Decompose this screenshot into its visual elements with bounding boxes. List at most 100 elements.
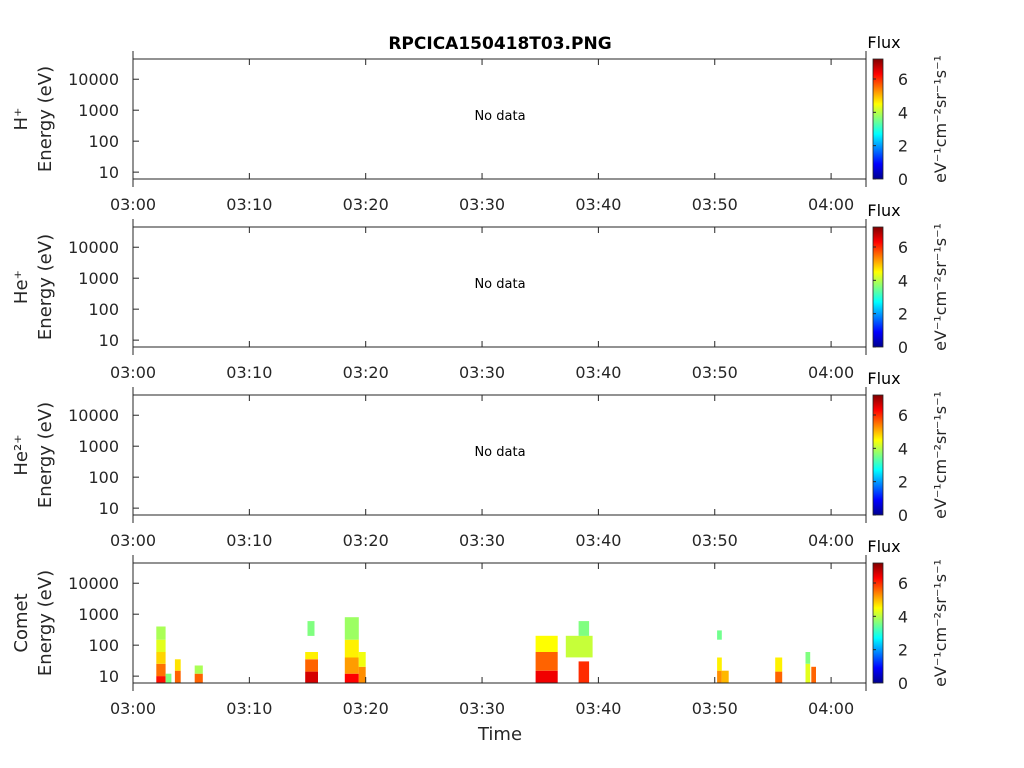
flux-cell	[805, 663, 811, 683]
x-tick-label: 03:40	[575, 363, 621, 382]
colorbar-title: Flux	[867, 201, 900, 220]
y-axis-label: Energy (eV)	[35, 570, 56, 676]
colorbar-units: eV⁻¹cm⁻²sr⁻¹s⁻¹	[931, 391, 950, 519]
colorbar-units: eV⁻¹cm⁻²sr⁻¹s⁻¹	[931, 223, 950, 351]
x-tick-label: 03:00	[110, 363, 156, 382]
y-tick-label: 100	[88, 468, 119, 487]
flux-cell	[156, 626, 166, 640]
colorbar-title: Flux	[867, 369, 900, 388]
flux-cell	[156, 652, 166, 664]
y-tick-label: 10000	[68, 406, 119, 425]
x-tick-label: 03:20	[343, 699, 389, 718]
flux-cell	[775, 671, 783, 683]
x-tick-label: 04:00	[808, 363, 854, 382]
colorbar-tick-label: 2	[898, 473, 908, 492]
flux-cell	[811, 666, 816, 683]
y-axis-label: Energy (eV)	[35, 66, 56, 172]
y-tick-label: 10000	[68, 70, 119, 89]
x-tick-label: 03:20	[343, 195, 389, 214]
colorbar	[872, 394, 884, 516]
flux-cell	[174, 659, 181, 671]
flux-cell	[535, 670, 558, 683]
flux-cell	[717, 657, 722, 671]
x-tick-label: 03:40	[575, 195, 621, 214]
panel-1: 03:00 03:10 03:20 03:30 03:40 03:50 04:00 10 100…	[11, 201, 950, 382]
species-label: He⁺	[11, 270, 32, 304]
colorbar	[872, 562, 884, 684]
colorbar-tick-label: 0	[898, 506, 908, 525]
y-tick-label: 10	[99, 163, 119, 182]
x-tick-label: 03:00	[110, 195, 156, 214]
panels: 03:00 03:10 03:20 03:30 03:40 03:50 04:0010100…	[11, 33, 950, 718]
species-label: He²⁺	[11, 434, 32, 475]
x-tick-label: 04:00	[808, 699, 854, 718]
colorbar-tick-label: 6	[898, 238, 908, 257]
colorbar-units: eV⁻¹cm⁻²sr⁻¹s⁻¹	[931, 559, 950, 687]
panel-0: 03:00 03:10 03:20 03:30 03:40 03:50 04:00 10 100…	[11, 33, 950, 214]
colorbar-tick-label: 2	[898, 641, 908, 660]
no-data-message: No data	[474, 277, 525, 292]
species-label: Comet	[11, 593, 32, 652]
flux-cell	[721, 670, 729, 683]
colorbar-tick-label: 6	[898, 70, 908, 89]
colorbar-tick-label: 6	[898, 406, 908, 425]
flux-cell	[305, 659, 318, 672]
y-tick-label: 1000	[78, 605, 119, 624]
flux-cell	[156, 676, 166, 683]
flux-cell	[344, 639, 359, 658]
y-axis-label: Energy (eV)	[35, 234, 56, 340]
x-tick-label: 03:50	[692, 363, 738, 382]
flux-cell	[717, 630, 722, 640]
species-label: H⁺	[11, 107, 32, 130]
no-data-message: No data	[474, 445, 525, 460]
flux-cell	[578, 661, 590, 683]
y-tick-label: 10000	[68, 238, 119, 257]
flux-cell	[156, 639, 166, 652]
no-data-message: No data	[474, 109, 525, 124]
y-tick-label: 10	[99, 499, 119, 518]
x-tick-label: 03:30	[459, 195, 505, 214]
x-tick-label: 04:00	[808, 195, 854, 214]
y-tick-label: 100	[88, 132, 119, 151]
flux-cell	[565, 635, 593, 658]
flux-cell	[156, 663, 166, 677]
x-tick-label: 03:30	[459, 531, 505, 550]
flux-cell	[194, 665, 203, 674]
panel-2: 03:00 03:10 03:20 03:30 03:40 03:50 04:00 10 100…	[11, 369, 950, 550]
y-tick-label: 100	[88, 300, 119, 319]
flux-cell	[165, 673, 172, 683]
x-tick-label: 03:10	[226, 195, 272, 214]
colorbar	[872, 58, 884, 180]
x-tick-label: 03:10	[226, 699, 272, 718]
y-tick-label: 1000	[78, 101, 119, 120]
x-tick-label: 03:00	[110, 699, 156, 718]
x-tick-label: 03:40	[575, 699, 621, 718]
x-tick-label: 03:00	[110, 531, 156, 550]
figure-title: RPCICA150418T03.PNG	[388, 34, 611, 54]
colorbar-tick-label: 4	[898, 439, 908, 458]
x-tick-label: 04:00	[808, 531, 854, 550]
colorbar-tick-label: 4	[898, 103, 908, 122]
x-tick-label: 03:50	[692, 531, 738, 550]
colorbar-units: eV⁻¹cm⁻²sr⁻¹s⁻¹	[931, 55, 950, 183]
flux-cell	[775, 657, 783, 672]
flux-cell	[535, 652, 558, 671]
y-tick-label: 1000	[78, 269, 119, 288]
flux-cell	[535, 635, 558, 652]
flux-cell	[344, 617, 359, 640]
flux-cell	[578, 621, 590, 636]
panel-3: 03:00 03:10 03:20 03:30 03:40 03:50 04:00 10 100…	[11, 537, 950, 718]
x-axis-label: Time	[477, 724, 522, 745]
flux-cell	[305, 671, 318, 683]
flux-cell	[344, 657, 359, 674]
x-tick-label: 03:30	[459, 363, 505, 382]
colorbar-tick-label: 6	[898, 574, 908, 593]
flux-cell	[805, 652, 811, 664]
x-tick-label: 03:10	[226, 531, 272, 550]
flux-cell	[305, 652, 318, 660]
x-tick-label: 03:50	[692, 195, 738, 214]
flux-cell	[358, 666, 366, 683]
y-tick-label: 10	[99, 331, 119, 350]
flux-cell	[174, 670, 181, 683]
